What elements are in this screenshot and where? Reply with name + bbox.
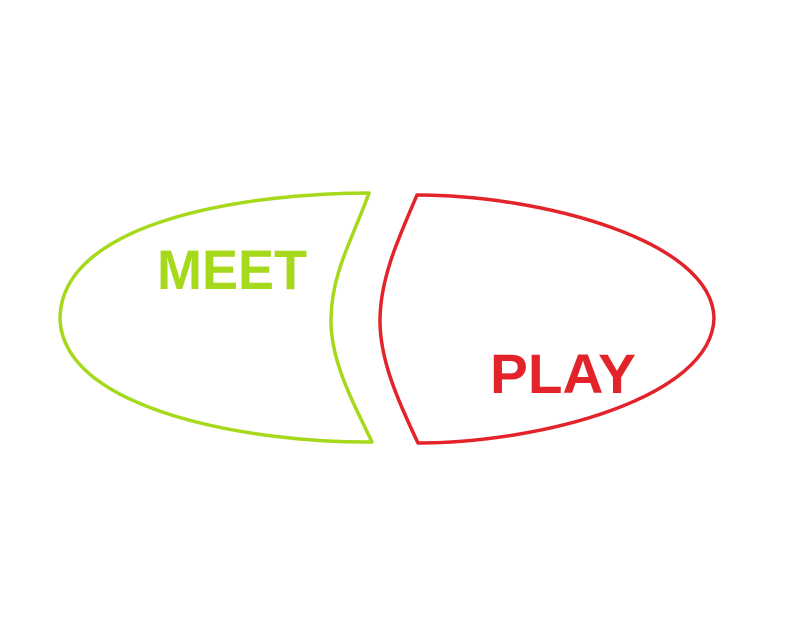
play-label: PLAY xyxy=(490,342,636,405)
meet-label: MEET xyxy=(157,238,307,301)
left-shape-outline xyxy=(58,191,374,444)
right-shape-outline xyxy=(378,193,716,445)
